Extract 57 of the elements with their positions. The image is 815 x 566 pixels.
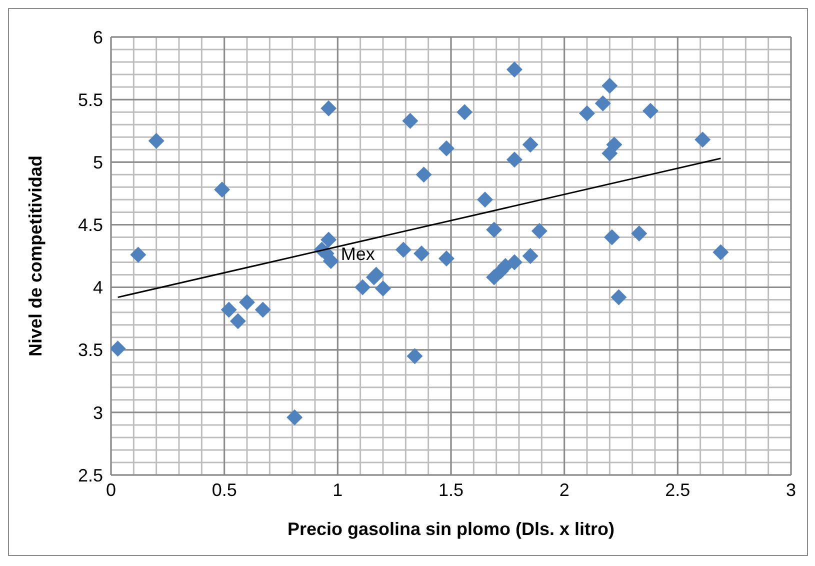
point <box>506 254 522 270</box>
point <box>254 302 271 318</box>
point <box>579 105 595 122</box>
point <box>456 104 473 120</box>
point <box>320 232 337 248</box>
point <box>594 95 611 112</box>
point <box>395 242 412 258</box>
y-tick-label: 3 <box>92 402 103 423</box>
point <box>610 289 627 306</box>
y-tick-label: 4.5 <box>78 215 103 236</box>
x-tick-label: 2 <box>559 480 570 500</box>
y-axis-title: Nivel de competitividad <box>25 155 46 357</box>
y-tick-label: 2.5 <box>78 465 103 486</box>
point <box>406 348 423 364</box>
x-tick-label: 1 <box>332 480 343 500</box>
point <box>712 244 729 260</box>
point <box>230 313 246 330</box>
y-tick-label: 3.5 <box>78 340 103 360</box>
point <box>416 166 432 183</box>
point <box>602 78 618 94</box>
point <box>320 100 337 116</box>
point <box>522 136 538 153</box>
point <box>604 229 620 246</box>
point <box>214 182 230 198</box>
point <box>220 302 237 318</box>
annotation: Mex <box>340 244 375 264</box>
point <box>506 62 522 78</box>
point <box>438 250 454 267</box>
point <box>130 246 146 263</box>
x-tick-label: 3 <box>786 480 796 500</box>
point <box>631 225 648 242</box>
point <box>477 192 493 208</box>
point <box>402 112 418 129</box>
y-tick-label: 5.5 <box>78 90 103 110</box>
point <box>414 245 430 262</box>
point <box>642 102 658 119</box>
y-tick-label: 5 <box>92 152 103 173</box>
point <box>286 409 303 426</box>
x-tick-label: 2.5 <box>665 480 690 500</box>
x-tick-label: 0 <box>106 480 116 500</box>
y-tick-label: 6 <box>92 27 103 48</box>
x-tick-label: 0.5 <box>212 480 237 500</box>
point <box>111 340 126 357</box>
point <box>531 222 548 239</box>
point <box>694 132 711 148</box>
point <box>486 222 502 238</box>
point <box>522 248 538 264</box>
point <box>375 280 391 297</box>
x-axis-title: Precio gasolina sin plomo (Dls. x litro) <box>287 519 615 539</box>
point <box>606 136 622 153</box>
point <box>148 132 164 149</box>
point <box>438 140 454 156</box>
point <box>239 294 255 310</box>
point <box>506 152 522 168</box>
x-tick-label: 1.5 <box>438 480 464 500</box>
y-tick-label: 4 <box>92 278 103 298</box>
point <box>354 279 371 296</box>
